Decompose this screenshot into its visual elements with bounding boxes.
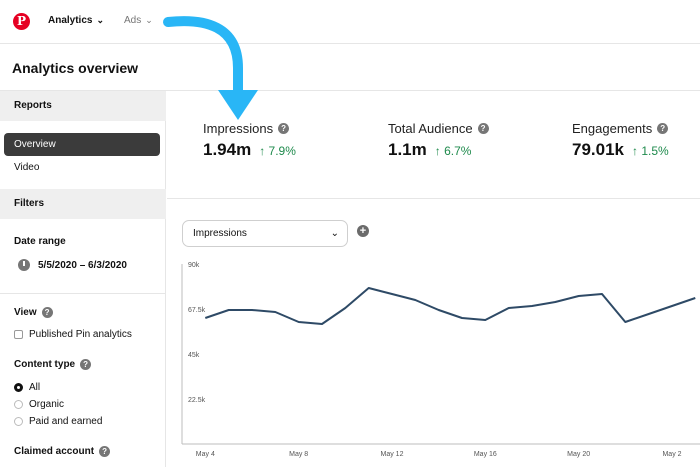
impressions-line-chart: 90k 67.5k 45k 22.5k May 4 May 8 May 12 May 16 Ma… [181,262,700,458]
metric-impressions: Impressions ? 1.94m ↑ 7.9% [203,121,296,160]
content-option-paid[interactable]: Paid and earned [14,416,102,427]
metric-change: ↑ 7.9% [259,144,296,158]
sidebar-item-overview[interactable]: Overview [4,133,160,156]
metric-label: Engagements [572,121,653,136]
date-range-label: Date range [14,236,66,247]
arrow-up-icon: ↑ [259,144,266,158]
y-tick-label: 90k [188,262,200,269]
radio-icon [14,400,23,409]
filters-header: Filters [0,189,166,219]
help-icon[interactable]: ? [477,123,489,134]
metric-change: ↑ 6.7% [435,144,472,158]
top-nav: P Analytics ⌄ Ads ⌄ [0,0,700,44]
radio-selected-icon [14,383,23,392]
content-option-label: All [29,382,41,393]
add-metric-button[interactable]: + [357,225,369,237]
radio-icon [14,417,23,426]
date-range-value: 5/5/2020 – 6/3/2020 [38,259,127,271]
x-tick-label: May 4 [196,451,215,458]
content-option-organic[interactable]: Organic [14,399,64,410]
content-option-label: Paid and earned [29,416,103,427]
help-icon[interactable]: ? [657,123,669,134]
x-tick-label: May 2 [662,451,681,458]
metric-value: 1.1m [388,140,427,159]
help-icon[interactable]: ? [41,307,53,318]
date-range-picker[interactable]: 5/5/2020 – 6/3/2020 [18,259,127,271]
metric-value: 79.01k [572,140,624,159]
metric-select[interactable]: Impressions ⌄ [182,220,348,247]
x-tick-label: May 20 [567,451,590,458]
analytics-menu[interactable]: Analytics ⌄ [48,15,104,26]
metric-change: ↑ 1.5% [632,144,669,158]
impressions-series-line [204,287,696,325]
y-tick-label: 22.5k [188,397,206,404]
view-label: View [14,307,37,318]
arrow-up-icon: ↑ [632,144,638,158]
x-tick-label: May 12 [381,451,404,458]
metrics-panel: Impressions ? 1.94m ↑ 7.9% Total Audienc… [167,91,700,199]
x-tick-label: May 16 [474,451,497,458]
published-pin-checkbox[interactable]: Published Pin analytics [14,329,132,340]
annotation-arrow-icon [163,16,258,120]
content-type-label: Content type [14,359,76,370]
page-title: Analytics overview [12,60,139,76]
published-pin-label: Published Pin analytics [29,329,132,340]
arrow-up-icon: ↑ [434,144,441,158]
sidebar: Reports Overview Video Filters Date rang… [0,91,166,467]
page-header: Analytics overview [0,44,700,91]
clock-icon [18,259,30,271]
content-option-label: Organic [29,399,65,410]
chevron-down-icon: ⌄ [96,15,105,25]
sidebar-divider [0,293,166,294]
metric-label: Total Audience [388,121,473,136]
content-option-all[interactable]: All [14,382,40,393]
x-tick-label: May 8 [289,451,308,458]
chevron-down-icon: ⌄ [330,228,339,239]
checkbox-icon [14,330,23,339]
metric-engagements: Engagements ? 79.01k ↑ 1.5% [572,121,669,160]
claimed-account-row: Claimed account ? [14,446,111,457]
content-type-row: Content type ? [14,359,92,370]
analytics-menu-label: Analytics [48,15,93,26]
y-tick-label: 67.5k [188,307,206,314]
metric-value: 1.94m [203,140,252,159]
claimed-account-label: Claimed account [14,446,95,457]
view-label-row: View ? [14,307,53,318]
metric-label: Impressions [203,121,274,136]
metric-select-value: Impressions [193,228,247,239]
help-icon[interactable]: ? [99,446,111,457]
help-icon[interactable]: ? [278,123,290,134]
metric-change-value: 1.5% [641,144,669,158]
metric-change-value: 6.7% [444,144,472,158]
reports-header: Reports [0,91,166,121]
pinterest-logo-icon[interactable]: P [13,13,30,30]
metric-total-audience: Total Audience ? 1.1m ↑ 6.7% [388,121,489,160]
ads-menu-label: Ads [124,15,142,26]
metric-change-value: 7.9% [268,144,296,158]
chevron-down-icon: ⌄ [145,15,153,25]
help-icon[interactable]: ? [80,359,92,370]
y-tick-label: 45k [188,352,200,359]
ads-menu[interactable]: Ads ⌄ [124,15,153,26]
sidebar-item-video[interactable]: Video [14,162,40,173]
